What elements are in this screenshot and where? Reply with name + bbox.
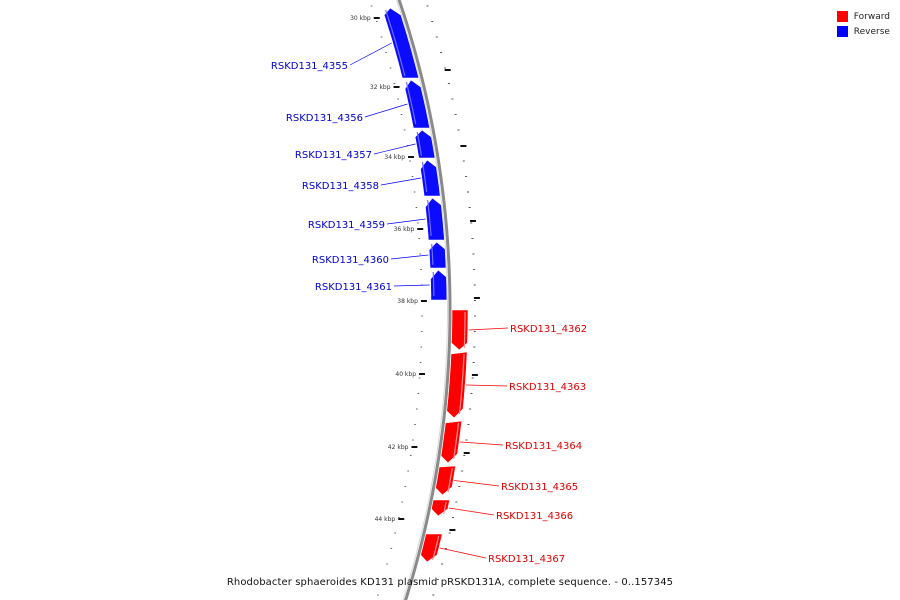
gene-label: RSKD131_4362 (510, 324, 587, 335)
gene-labels: RSKD131_4355 RSKD131_4356 RSKD131_4357 RSKD… (271, 42, 587, 565)
forward-swatch (836, 11, 848, 22)
ruler-label: 30 kbp (350, 15, 371, 22)
backbone-ring-highlight (395, 0, 449, 600)
ruler-label: 32 kbp (370, 84, 391, 91)
gene-highlight (421, 161, 428, 193)
gene-highlight (432, 535, 440, 561)
gene-arrow (404, 79, 431, 129)
gene-track (383, 7, 469, 563)
reverse-swatch (836, 26, 848, 37)
gene-highlight (427, 199, 432, 237)
gene-label: RSKD131_4366 (496, 511, 573, 522)
gene-label: RSKD131_4360 (312, 255, 389, 266)
map-caption: Rhodobacter sphaeroides KD131 plasmid pR… (226, 577, 674, 588)
label-connector (390, 254, 429, 260)
label-connector (373, 143, 416, 155)
gene-label: RSKD131_4357 (295, 150, 372, 161)
gene-arrow (420, 533, 443, 563)
label-connector (466, 384, 508, 387)
gene-label: RSKD131_4364 (505, 441, 582, 452)
ruler-label: 40 kbp (395, 371, 416, 378)
gene-label: RSKD131_4365 (501, 482, 578, 493)
gene-arrow (440, 420, 463, 464)
ruler-label: 36 kbp (394, 226, 415, 233)
gene-highlight (447, 467, 453, 493)
label-connector (454, 480, 500, 487)
label-connector (468, 327, 509, 331)
gene-label: RSKD131_4355 (271, 61, 348, 72)
gene-highlight (463, 312, 466, 349)
gene-highlight (431, 243, 434, 266)
ruler-label: 44 kbp (375, 516, 396, 523)
gene-highlight (453, 422, 460, 460)
gene-arrow (435, 465, 456, 496)
gene-highlight (416, 131, 423, 157)
gene-arrow (383, 7, 420, 79)
label-connector (380, 177, 421, 186)
gene-label: RSKD131_4359 (308, 220, 385, 231)
backbone-ring (397, 0, 452, 600)
gene-label: RSKD131_4361 (315, 282, 392, 293)
ruler-label: 38 kbp (397, 298, 418, 305)
gene-arrow (451, 309, 469, 351)
ruler-label: 42 kbp (388, 444, 409, 451)
ruler-label: 34 kbp (384, 154, 405, 161)
gene-label: RSKD131_4356 (286, 113, 363, 124)
gene-highlight (385, 9, 406, 77)
legend-item-reverse: Reverse (836, 24, 890, 39)
gene-highlight (458, 353, 465, 415)
label-connector (439, 547, 487, 559)
gene-label: RSKD131_4363 (509, 382, 586, 393)
gene-arrow (446, 351, 468, 419)
label-connector (349, 42, 392, 66)
label-connector (393, 284, 430, 287)
gene-highlight (405, 81, 417, 125)
gene-highlight (443, 501, 447, 515)
legend: Forward Reverse (836, 9, 890, 39)
label-connector (448, 507, 495, 516)
legend-label-forward: Forward (853, 11, 890, 22)
label-connector (364, 103, 408, 118)
ruler-labels: 30 kbp 32 kbp 34 kbp 36 kbp 38 kbp 40 kbp 42 k… (350, 15, 427, 523)
gene-arrow (431, 499, 450, 517)
label-connector (386, 218, 426, 225)
gene-highlight (432, 271, 435, 297)
gene-label: RSKD131_4367 (488, 554, 565, 565)
gene-label: RSKD131_4358 (302, 181, 379, 192)
legend-label-reverse: Reverse (853, 26, 890, 37)
label-connector (460, 441, 504, 446)
legend-item-forward: Forward (836, 9, 890, 24)
gene-arrow (430, 269, 448, 301)
